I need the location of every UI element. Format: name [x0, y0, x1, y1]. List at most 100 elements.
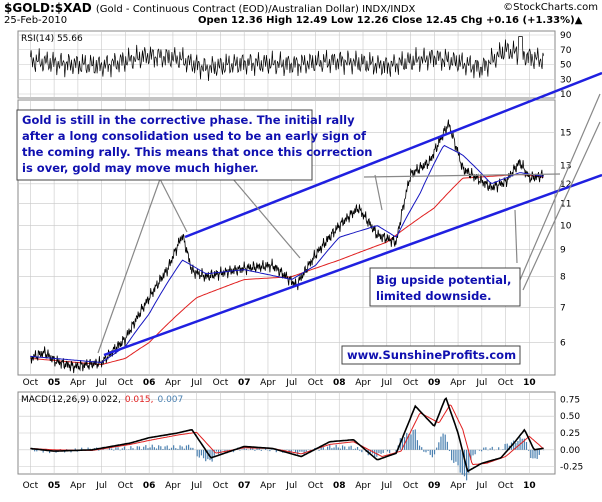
- price-y-tick-label: 12: [560, 180, 571, 190]
- macd-x-tick-label: Jul: [380, 481, 392, 491]
- macd-histogram-bar: [111, 448, 113, 450]
- macd-histogram-bar: [164, 446, 166, 450]
- macd-histogram-bar: [489, 448, 491, 450]
- website-label: www.SunshineProfits.com: [347, 348, 516, 362]
- macd-histogram-bar: [354, 448, 357, 450]
- macd-histogram-bar: [185, 445, 188, 450]
- macd-signal-line: [30, 404, 544, 466]
- macd-histogram-bar: [453, 449, 455, 463]
- price-x-tick-label: Oct: [308, 378, 324, 388]
- macd-histogram-bar: [491, 446, 493, 450]
- macd-histogram-bar: [115, 447, 117, 450]
- macd-histogram-bar: [356, 446, 359, 450]
- macd-histogram-bar: [267, 449, 269, 451]
- macd-histogram-bar: [352, 449, 354, 450]
- macd-histogram-bar: [455, 449, 457, 462]
- price-x-tick-label: 07: [238, 378, 251, 388]
- pointer-line: [97, 178, 161, 354]
- macd-x-tick-label: Jul: [285, 481, 297, 491]
- price-y-tick-label: 6: [560, 339, 566, 349]
- macd-histogram-bar: [130, 446, 132, 450]
- macd-histogram-bar: [369, 449, 371, 454]
- macd-histogram-bar: [220, 449, 222, 454]
- macd-y-tick-label: 0.75: [560, 395, 580, 405]
- macd-histogram-bar: [119, 449, 121, 451]
- macd-histogram-bar: [427, 449, 429, 451]
- rsi-y-tick-label: 70: [560, 46, 572, 56]
- macd-histogram-bar: [320, 447, 322, 450]
- price-x-tick-label: Oct: [23, 378, 39, 388]
- macd-y-tick-label: 0.00: [560, 446, 580, 456]
- macd-histogram-bar: [408, 434, 410, 450]
- macd-histogram-bar: [213, 449, 215, 456]
- macd-histogram-bar: [322, 447, 324, 450]
- macd-histogram-bar: [153, 447, 155, 450]
- macd-histogram-bar: [517, 440, 519, 450]
- macd-histogram-bar: [117, 447, 119, 450]
- macd-histogram-bar: [523, 438, 525, 450]
- macd-histogram-bar: [440, 436, 442, 450]
- macd-x-tick-label: 10: [523, 481, 536, 491]
- macd-histogram-bar: [329, 444, 331, 450]
- macd-histogram-bar: [519, 437, 521, 450]
- macd-histogram-bar: [442, 433, 444, 450]
- price-x-tick-label: Oct: [213, 378, 229, 388]
- macd-histogram-bar: [209, 449, 211, 461]
- macd-histogram-bar: [389, 449, 391, 454]
- macd-histogram-bar: [232, 449, 235, 453]
- macd-x-tick-label: Apr: [450, 481, 466, 491]
- macd-histogram-bar: [438, 442, 440, 450]
- macd-histogram-bar: [401, 438, 404, 450]
- macd-histogram-bar: [483, 447, 485, 450]
- macd-histogram-bar: [515, 442, 517, 450]
- macd-histogram-bar: [132, 448, 134, 450]
- macd-histogram-bar: [149, 447, 151, 450]
- macd-histogram-bar: [252, 448, 254, 450]
- pointer-line: [159, 178, 188, 233]
- macd-histogram-bar: [472, 449, 474, 456]
- macd-histogram-bar: [361, 449, 363, 453]
- macd-histogram-bar: [468, 449, 470, 473]
- price-x-tick-label: Apr: [70, 378, 86, 388]
- macd-histogram-bar: [536, 449, 538, 459]
- annotation-text-line: after a long consolidation used to be an…: [22, 129, 367, 143]
- macd-histogram-bar: [256, 448, 258, 450]
- macd-histogram-bar: [181, 446, 183, 450]
- macd-y-tick-label: 0.25: [560, 429, 580, 439]
- macd-histogram-bar: [359, 449, 361, 451]
- macd-histogram-bar: [192, 447, 194, 450]
- macd-histogram-bar: [173, 445, 175, 450]
- macd-histogram-bar: [346, 449, 348, 450]
- macd-histogram-bar: [36, 449, 38, 452]
- macd-histogram-bar: [421, 447, 423, 450]
- macd-histogram-bar: [506, 443, 508, 450]
- macd-histogram-bar: [196, 449, 198, 457]
- macd-histogram-bar: [448, 449, 451, 452]
- price-y-tick-label: 7: [560, 303, 566, 313]
- pointer-line: [522, 121, 601, 291]
- macd-histogram-bar: [474, 449, 476, 455]
- macd-histogram-bar: [461, 449, 463, 475]
- macd-histogram-bar: [374, 449, 376, 458]
- macd-histogram-bar: [395, 449, 397, 453]
- price-y-tick-label: 8: [560, 273, 566, 283]
- annotation-box-top-left: [16, 109, 313, 181]
- price-x-tick-label: Jul: [95, 378, 107, 388]
- macd-histogram-bar: [205, 449, 207, 462]
- chart-date: 25-Feb-2010: [4, 15, 68, 26]
- annotation-text-line: limited downside.: [376, 289, 491, 303]
- macd-histogram-bar: [534, 449, 536, 459]
- macd-x-tick-label: Apr: [70, 481, 86, 491]
- price-x-tick-label: Oct: [118, 378, 134, 388]
- price-y-tick-label: 10: [560, 222, 572, 232]
- price-x-tick-label: 08: [333, 378, 346, 388]
- macd-histogram-bar: [337, 447, 339, 450]
- macd-histogram-bar: [183, 448, 185, 450]
- macd-histogram-bar: [305, 449, 307, 452]
- macd-histogram-bar: [303, 449, 305, 455]
- macd-x-tick-label: Jul: [95, 481, 107, 491]
- price-x-tick-label: 06: [143, 378, 156, 388]
- macd-histogram-bar: [429, 449, 431, 455]
- ohlc-readout: Open 12.36 High 12.49 Low 12.26 Close 12…: [198, 15, 583, 26]
- macd-histogram-bar: [297, 449, 299, 455]
